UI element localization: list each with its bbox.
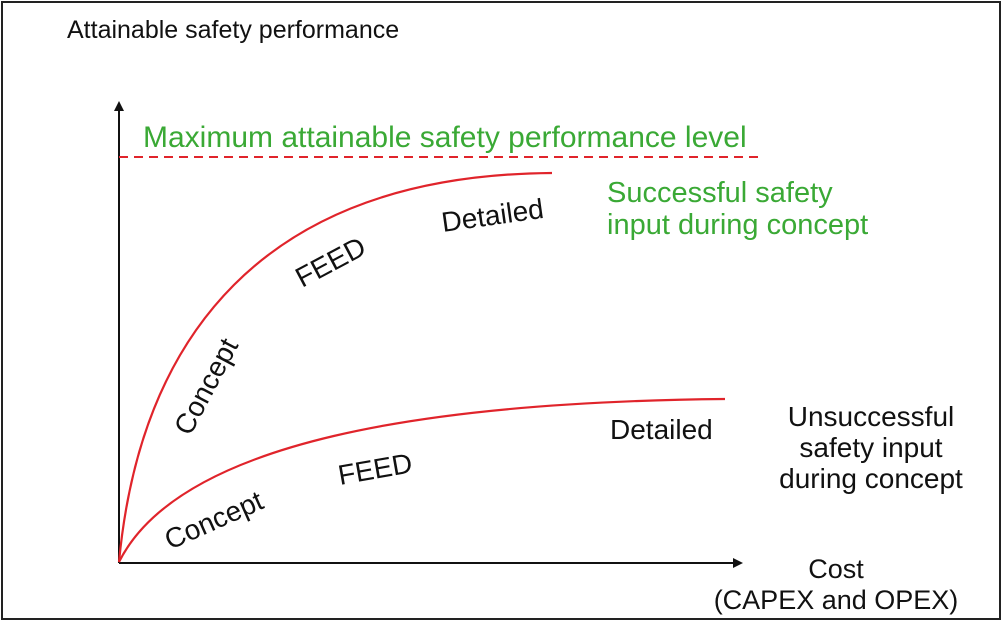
successful-phase-detailed: Detailed [440,193,546,238]
unsuccessful-curve [118,397,726,563]
unsuccessful-phase-concept: Concept [160,485,268,556]
successful-curve [117,171,553,563]
successful-phase-feed: FEED [290,231,370,293]
unsuccessful-label-line3: during concept [779,463,963,494]
successful-label-line2: input during concept [607,209,868,241]
successful-phase-concept: Concept [168,333,244,440]
x-axis-label-line1: Cost [808,554,864,584]
unsuccessful-label-line1: Unsuccessful [788,401,955,432]
unsuccessful-label-line2: safety input [799,432,942,463]
y-axis-label: Attainable safety performance [67,16,399,44]
max-level-label: Maximum attainable safety performance le… [143,121,747,154]
unsuccessful-phase-detailed: Detailed [610,414,713,445]
x-axis-label-line2: (CAPEX and OPEX) [714,585,959,615]
unsuccessful-phase-feed: FEED [336,447,415,490]
successful-label-line1: Successful safety [607,177,833,209]
